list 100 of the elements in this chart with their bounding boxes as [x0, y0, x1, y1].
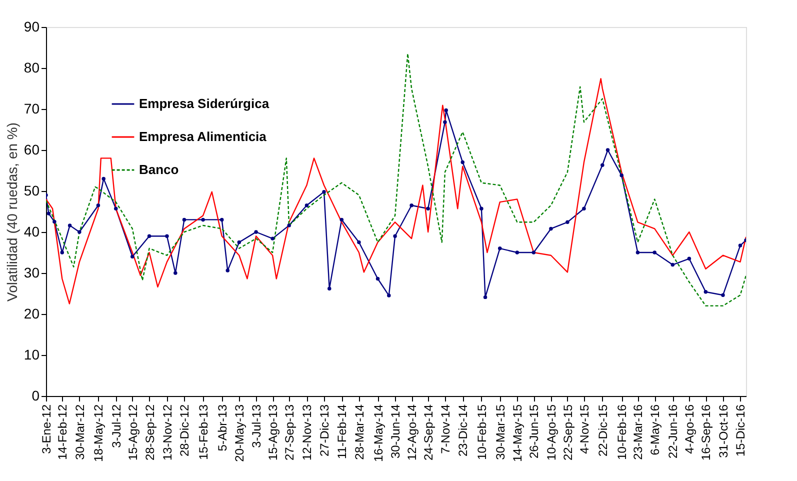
point: [52, 220, 56, 224]
x-tick-label: 14-May-15: [510, 404, 525, 462]
y-tick-label: 40: [24, 224, 40, 240]
point: [254, 230, 258, 234]
point: [182, 218, 186, 222]
point: [443, 120, 447, 124]
x-tick-label: 16-Sep-16: [699, 404, 714, 461]
point: [636, 250, 640, 254]
x-tick-label: 4-Ago-16: [682, 404, 697, 454]
x-tick-label: 28-Dic-12: [178, 404, 192, 457]
x-tick-label: 30-Mar-15: [493, 404, 508, 460]
point: [606, 148, 610, 152]
point: [532, 250, 536, 254]
point: [410, 203, 414, 208]
point: [68, 224, 72, 228]
point: [114, 206, 118, 210]
x-tick-label: 12-Ago-14: [405, 404, 420, 461]
point: [444, 108, 448, 112]
x-tick-label: 27-Sep-13: [282, 404, 297, 461]
x-tick-label: 5-Abr-13: [215, 404, 230, 452]
y-tick-label: 90: [24, 18, 40, 34]
point: [226, 268, 230, 272]
point: [738, 244, 742, 248]
x-tick-label: 15-Ago-12: [126, 404, 140, 461]
x-tick-label: 28-Mar-14: [352, 404, 366, 460]
x-tick-label: 10-Feb-16: [615, 404, 630, 460]
point: [147, 234, 152, 238]
point: [483, 295, 488, 300]
x-tick-label: 22-Sep-15: [560, 404, 575, 461]
x-tick-label: 24-Sep-14: [422, 404, 436, 461]
x-tick-label: 14-Feb-12: [56, 404, 70, 460]
point: [549, 226, 553, 231]
x-tick-label: 10-Feb-15: [474, 404, 489, 460]
point: [498, 246, 502, 250]
point: [340, 218, 344, 222]
point: [721, 293, 725, 298]
x-tick-label: 27-Dic-13: [318, 404, 332, 457]
y-tick-label: 0: [32, 388, 40, 404]
x-tick-label: 10-Ago-15: [544, 404, 558, 461]
x-tick-label: 4-Nov-15: [577, 404, 592, 454]
point: [376, 276, 380, 281]
y-tick-label: 30: [24, 264, 40, 280]
y-tick-label: 70: [24, 100, 40, 116]
x-tick-label: 12-Nov-13: [300, 404, 314, 461]
point: [426, 206, 430, 210]
point: [515, 250, 520, 254]
x-tick-label: 7-Nov-14: [438, 404, 452, 454]
y-tick-label: 10: [24, 346, 40, 362]
y-tick-label: 80: [24, 60, 40, 76]
point: [237, 240, 242, 244]
point: [287, 224, 291, 228]
x-tick-label: 22-Dic-15: [596, 404, 610, 457]
point: [704, 290, 708, 294]
x-tick-label: 20-May-13: [232, 404, 247, 462]
x-tick-label: 3-Jul-13: [250, 404, 264, 448]
point: [130, 254, 134, 258]
point: [652, 250, 656, 254]
y-tick-label: 60: [24, 142, 40, 158]
point: [393, 234, 397, 238]
point: [96, 203, 100, 208]
point: [220, 218, 224, 222]
point: [582, 206, 586, 210]
x-tick-label: 30-Mar-12: [72, 404, 87, 460]
x-tick-label: 26-Jun-15: [527, 404, 542, 459]
x-tick-label: 16-May-14: [371, 404, 386, 462]
y-tick-label: 20: [24, 306, 40, 322]
legend-label: Empresa Alimenticia: [139, 129, 268, 144]
point: [46, 212, 51, 216]
point: [566, 220, 570, 224]
y-tick-label: 50: [24, 182, 40, 198]
point: [670, 262, 675, 267]
point: [270, 236, 274, 240]
x-tick-label: 30-Jun-14: [388, 404, 403, 459]
x-tick-label: 18-May-12: [92, 404, 106, 462]
point: [102, 176, 106, 181]
x-tick-label: 3-Jul-12: [109, 404, 124, 448]
point: [78, 230, 82, 234]
point: [357, 240, 361, 244]
x-tick-label: 3-Ene-12: [40, 404, 54, 454]
point: [60, 250, 64, 254]
point: [480, 206, 484, 210]
x-tick-label: 31-Oct-16: [716, 404, 730, 458]
x-tick-label: 15-Ago-13: [266, 404, 280, 461]
point: [322, 190, 326, 194]
legend-label: Banco: [139, 162, 179, 177]
x-tick-label: 15-Feb-13: [196, 404, 211, 460]
point: [328, 286, 332, 290]
x-tick-label: 23-Dic-14: [456, 404, 470, 457]
point: [687, 256, 692, 261]
legend-label: Empresa Siderúrgica: [139, 96, 270, 111]
x-tick-label: 15-Dic-16: [734, 404, 748, 457]
x-tick-label: 13-Nov-12: [160, 404, 174, 461]
point: [620, 174, 624, 178]
point: [174, 271, 178, 275]
x-tick-label: 23-Mar-16: [631, 404, 646, 460]
point: [387, 294, 391, 298]
x-tick-label: 22-Jun-16: [666, 404, 680, 459]
point: [304, 203, 309, 208]
x-tick-label: 28-Sep-12: [142, 404, 157, 461]
y-axis-title: Volatilidad (40 ruedas, en %): [4, 122, 20, 302]
